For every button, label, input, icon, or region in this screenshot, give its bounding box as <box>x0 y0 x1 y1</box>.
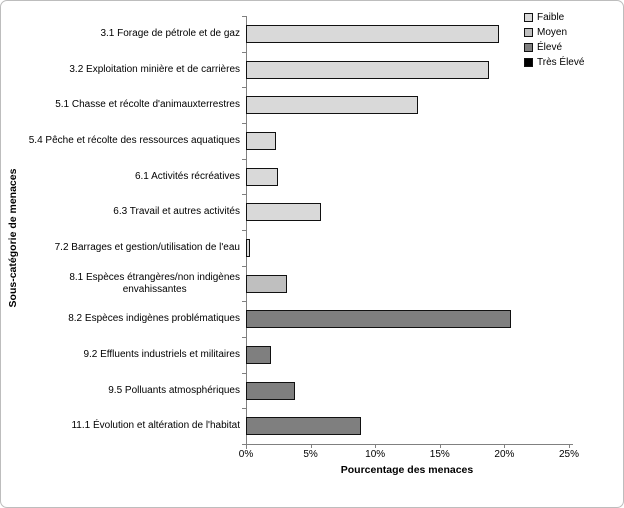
y-axis-tick <box>242 194 246 196</box>
x-tick-label: 15% <box>429 449 450 460</box>
category-label: 5.1 Chasse et récolte d'animauxterrestre… <box>55 99 240 111</box>
category-label: 9.2 Effluents industriels et militaires <box>83 348 240 360</box>
y-axis-tick <box>242 16 246 17</box>
y-axis-tick <box>242 444 246 445</box>
x-axis-tick <box>375 444 377 448</box>
legend: Faible Moyen Élevé Très Élevé <box>524 12 584 68</box>
legend-label: Très Élevé <box>537 57 585 68</box>
y-axis-tick <box>242 408 246 410</box>
category-label: 6.1 Activités récréatives <box>134 170 240 182</box>
x-tick-label: 5% <box>303 449 318 460</box>
category-label: 7.2 Barrages et gestion/utilisation de l… <box>54 241 240 253</box>
y-axis-tick <box>242 265 246 267</box>
x-tick-label: 0% <box>238 449 254 460</box>
legend-entry: Faible <box>524 12 584 23</box>
category-label: 6.3 Travail et autres activités <box>113 206 240 218</box>
bar <box>246 345 271 364</box>
bar <box>246 238 250 257</box>
category-label: 8.1 Espèces étrangères/non indigènes env… <box>69 271 240 295</box>
x-tick-label: 25% <box>558 449 580 460</box>
category-label: 11.1 Évolution et altération de l'habita… <box>71 420 240 432</box>
x-axis-line <box>242 444 573 445</box>
legend-entry: Moyen <box>524 27 584 38</box>
x-axis-tick <box>310 444 312 448</box>
y-axis-tick <box>242 230 246 231</box>
bar <box>246 310 511 329</box>
y-axis-tick <box>242 51 246 53</box>
legend-swatch <box>524 43 533 52</box>
category-label: 8.2 Espèces indigènes problématiques <box>68 313 240 325</box>
bar <box>246 417 361 436</box>
legend-label: Moyen <box>537 27 568 38</box>
y-axis-line <box>246 16 247 449</box>
category-label: 5.4 Pêche et récolte des ressources aqua… <box>28 134 240 146</box>
x-tick-label: 10% <box>365 449 386 460</box>
bar <box>246 203 321 222</box>
category-label: 3.2 Exploitation minière et de carrières <box>69 63 240 75</box>
category-label: 9.5 Polluants atmosphériques <box>108 384 240 396</box>
bar <box>246 167 279 186</box>
bar <box>246 381 296 400</box>
y-axis-tick <box>242 158 246 160</box>
category-label: 3.1 Forage de pétrole et de gaz <box>100 27 240 39</box>
x-axis-tick <box>246 444 247 448</box>
x-axis-tick <box>504 444 506 448</box>
y-axis-tick <box>242 337 246 338</box>
legend-label: Élevé <box>537 42 563 53</box>
x-tick-label: 20% <box>494 449 515 460</box>
legend-swatch <box>524 28 533 37</box>
bar <box>246 60 489 79</box>
bar <box>246 274 288 293</box>
legend-swatch <box>524 13 533 22</box>
y-axis-title: Sous-catégorie de menaces <box>7 168 19 308</box>
legend-swatch <box>524 58 533 67</box>
x-axis-tick <box>569 444 570 448</box>
x-axis-tick <box>439 444 441 448</box>
bar <box>246 96 418 115</box>
legend-label: Faible <box>537 12 565 23</box>
bar <box>246 131 276 150</box>
x-axis-title: Pourcentage des menaces <box>340 464 474 476</box>
y-axis-tick <box>242 87 246 89</box>
legend-entry: Élevé <box>524 42 584 53</box>
bar <box>246 24 500 43</box>
y-axis-tick <box>242 301 246 303</box>
legend-entry: Très Élevé <box>524 57 584 68</box>
y-axis-tick <box>242 372 246 374</box>
y-axis-tick <box>242 123 246 124</box>
